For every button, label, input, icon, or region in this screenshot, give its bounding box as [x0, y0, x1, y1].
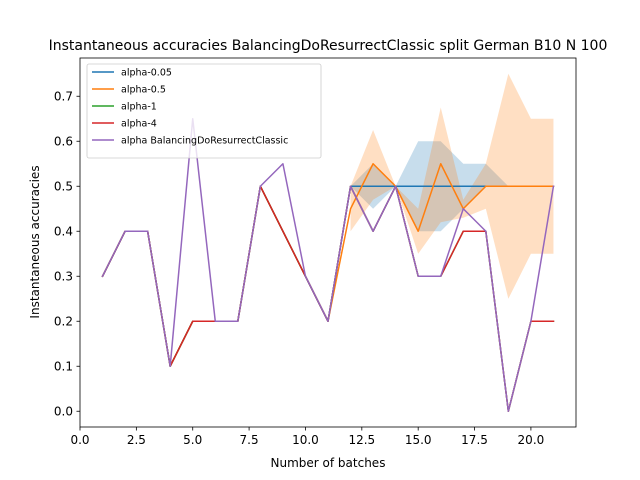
y-axis-ticks: 0.0 0.1 0.2 0.3 0.4 0.5 0.6 0.7 [54, 90, 80, 419]
line-series-4 [101, 118, 555, 412]
x-axis-label: Number of batches [271, 456, 386, 470]
y-tick-label: 0.2 [54, 315, 73, 329]
legend-label: alpha-0.05 [121, 68, 172, 79]
x-tick-label: 12.5 [348, 433, 375, 447]
chart-title: Instantaneous accuracies BalancingDoResu… [49, 38, 608, 54]
legend-label: alpha-0.5 [121, 85, 166, 96]
series-lines [101, 118, 555, 412]
legend-label: alpha-1 [121, 102, 157, 113]
legend-label: alpha BalancingDoResurrectClassic [121, 136, 288, 147]
x-axis-ticks: 0.0 2.5 5.0 7.5 10.0 12.5 15.0 17.5 20.0 [70, 427, 544, 447]
y-tick-label: 0.7 [54, 90, 73, 104]
x-tick-label: 10.0 [292, 433, 319, 447]
x-tick-label: 2.5 [127, 433, 146, 447]
y-tick-label: 0.0 [54, 405, 73, 419]
x-tick-label: 20.0 [518, 433, 545, 447]
y-tick-label: 0.6 [54, 135, 73, 149]
legend-box [86, 63, 322, 159]
legend-label: alpha-4 [121, 119, 157, 130]
y-tick-label: 0.4 [54, 225, 73, 239]
y-tick-label: 0.5 [54, 180, 73, 194]
y-tick-label: 0.1 [54, 360, 73, 374]
y-axis-label: Instantaneous accuracies [28, 165, 42, 318]
x-tick-label: 17.5 [461, 433, 488, 447]
x-tick-label: 7.5 [240, 433, 259, 447]
y-tick-label: 0.3 [54, 270, 73, 284]
plot-frame [79, 57, 577, 428]
x-tick-label: 5.0 [183, 433, 202, 447]
legend: alpha-0.05 alpha-0.5 alpha-1 alpha-4 alpha B… [86, 63, 322, 159]
x-tick-label: 0.0 [70, 433, 89, 447]
x-tick-label: 15.0 [405, 433, 432, 447]
